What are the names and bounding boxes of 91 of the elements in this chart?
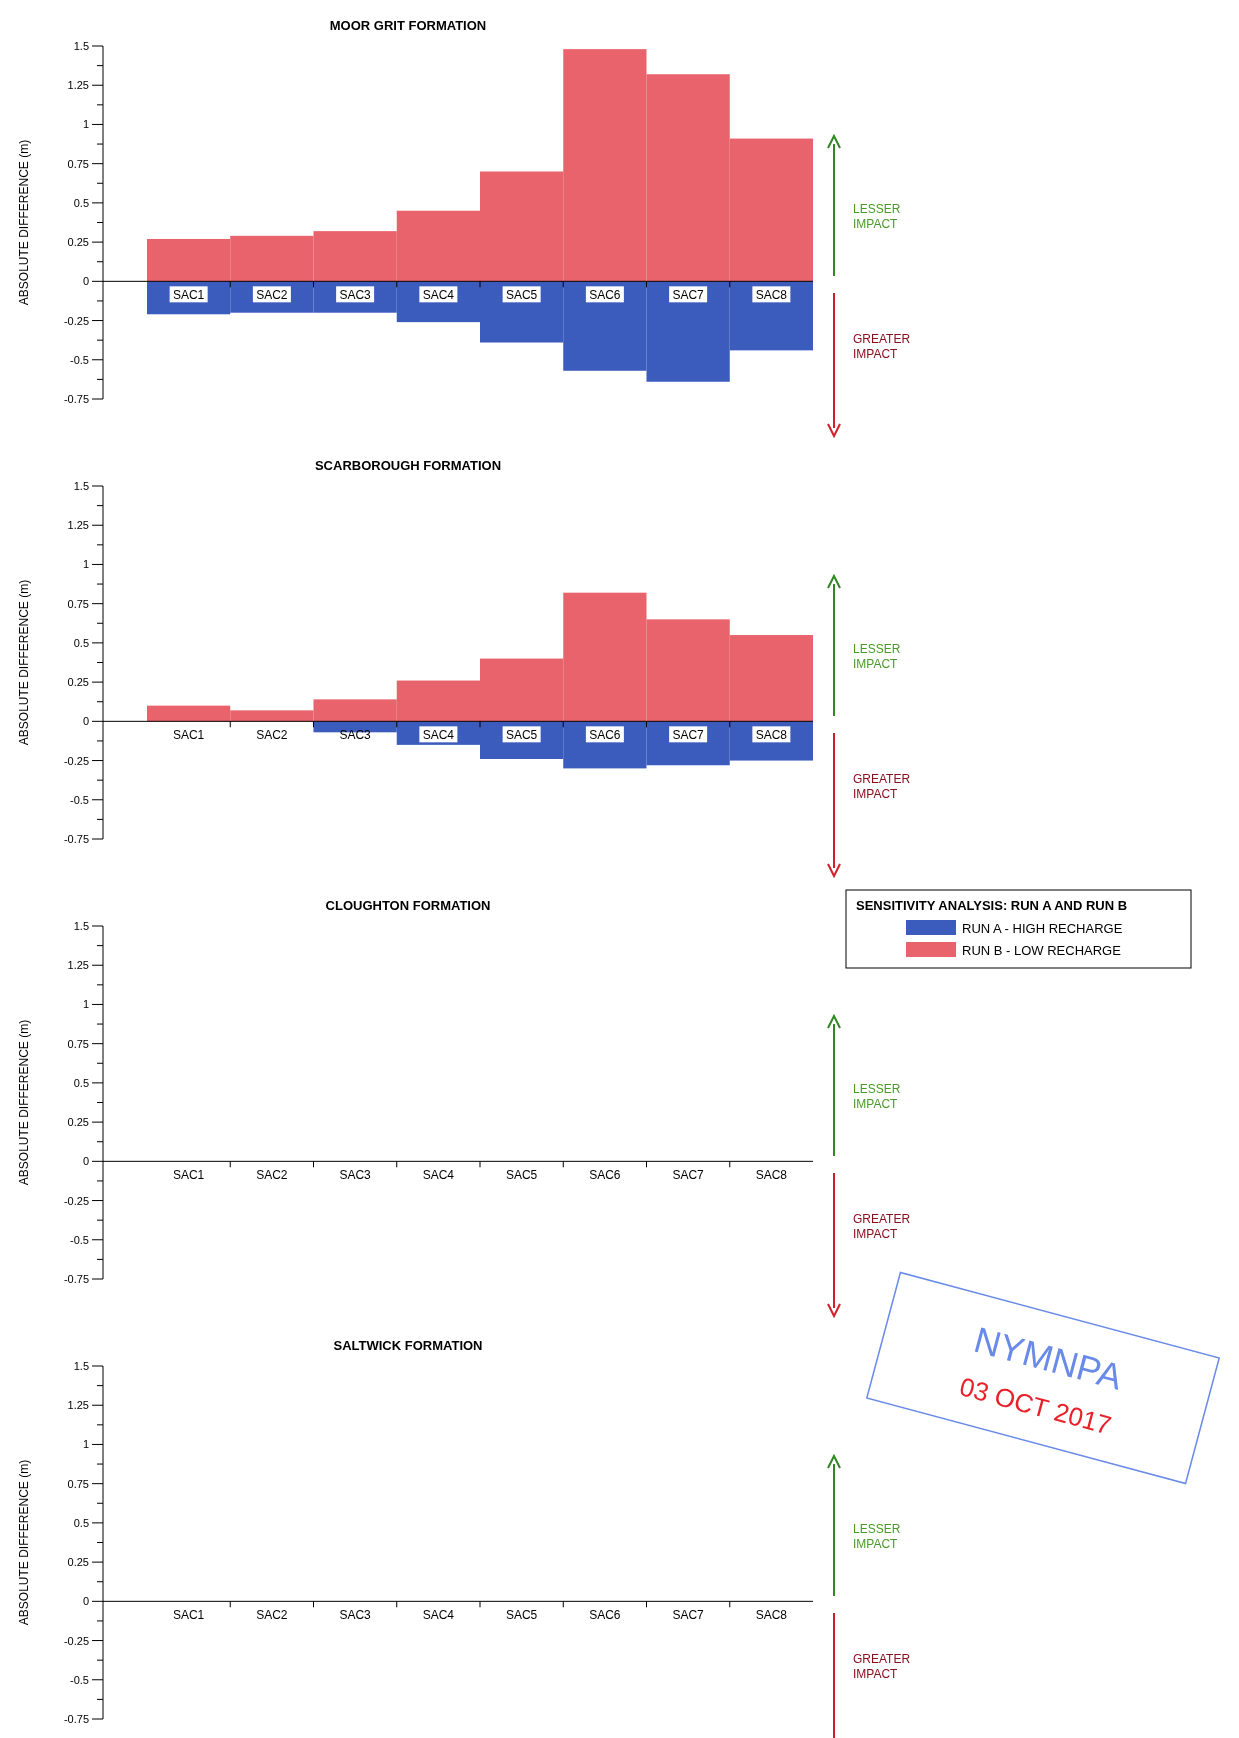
- text: LESSER IMPACT: [853, 1522, 901, 1551]
- y-tick-label: 1.5: [73, 920, 89, 932]
- x-tick-label: SAC8: [755, 1168, 788, 1183]
- x-tick-label: SAC5: [505, 288, 538, 303]
- y-tick-label: -0.25: [63, 314, 89, 327]
- x-tick-label: SAC3: [339, 1608, 372, 1623]
- y-tick-label: 1: [82, 558, 89, 571]
- y-tick-label: 0.25: [67, 1116, 89, 1129]
- y-tick-label: 0.5: [73, 1516, 89, 1529]
- y-tick-label: 1.25: [67, 959, 89, 972]
- y-tick-label: -0.75: [63, 1273, 89, 1285]
- y-axis-title: ABSOLUTE DIFFERENCE (m): [17, 1459, 31, 1626]
- y-tick-label: -0.25: [63, 754, 89, 767]
- x-tick-label: SAC5: [505, 1608, 538, 1623]
- x-tick-label: SAC1: [172, 1168, 205, 1183]
- y-tick-label: 1.25: [67, 519, 89, 532]
- x-tick-label: SAC1: [172, 1608, 205, 1623]
- y-tick-label: 1: [82, 118, 89, 131]
- x-tick-label: SAC4: [422, 288, 455, 303]
- x-tick-label: SAC8: [755, 288, 788, 303]
- x-tick-label: SAC1: [172, 288, 205, 303]
- x-tick-label: SAC3: [339, 1168, 372, 1183]
- x-tick-label: SAC1: [172, 728, 205, 743]
- y-tick-label: 1: [82, 998, 89, 1011]
- y-tick-label: 0.75: [67, 597, 89, 610]
- x-tick-label: SAC6: [589, 1168, 621, 1183]
- y-tick-label: 0.5: [73, 196, 89, 209]
- x-tick-label: SAC2: [256, 728, 288, 743]
- x-tick-label: SAC3: [339, 728, 372, 743]
- y-tick-label: -0.25: [63, 1634, 89, 1647]
- x-tick-label: SAC2: [256, 1168, 288, 1183]
- y-tick-label: -0.5: [70, 1233, 89, 1246]
- y-tick-label: 1.25: [67, 1399, 89, 1412]
- y-axis-title: ABSOLUTE DIFFERENCE (m): [17, 1019, 31, 1186]
- y-tick-label: 1: [82, 1438, 89, 1451]
- x-tick-label: SAC4: [422, 1608, 455, 1623]
- y-tick-label: 0: [82, 1155, 89, 1168]
- y-tick-label: -0.5: [70, 353, 89, 366]
- y-tick-label: -0.75: [63, 1713, 89, 1725]
- text: LESSER IMPACT: [853, 202, 901, 231]
- y-tick-label: 1.25: [67, 79, 89, 92]
- y-tick-label: 1.5: [73, 480, 89, 492]
- y-tick-label: 0.75: [67, 1037, 89, 1050]
- y-tick-label: -0.5: [70, 793, 89, 806]
- x-tick-label: SAC8: [755, 1608, 788, 1623]
- text: GREATER IMPACT: [853, 772, 911, 801]
- text: LESSER IMPACT: [853, 642, 901, 671]
- x-tick-label: SAC7: [672, 1608, 705, 1623]
- x-tick-label: SAC7: [672, 288, 705, 303]
- text: GREATER IMPACT: [853, 1652, 911, 1681]
- y-tick-label: 1.5: [73, 1360, 89, 1372]
- legend-label: RUN A - HIGH RECHARGE: [962, 921, 1123, 936]
- y-tick-label: 0.25: [67, 1556, 89, 1569]
- y-tick-label: 0.25: [67, 676, 89, 689]
- y-tick-label: 0: [82, 275, 89, 288]
- y-tick-label: -0.75: [63, 393, 89, 405]
- y-tick-label: 0.25: [67, 236, 89, 249]
- y-tick-label: 0.75: [67, 1477, 89, 1490]
- x-tick-label: SAC6: [589, 728, 621, 743]
- x-tick-label: SAC7: [672, 1168, 705, 1183]
- y-tick-label: 0: [82, 715, 89, 728]
- y-tick-label: -0.75: [63, 833, 89, 845]
- chart-title: MOOR GRIT FORMATION: [329, 18, 487, 33]
- x-tick-label: SAC7: [672, 728, 705, 743]
- text: GREATER IMPACT: [853, 332, 911, 361]
- chart-title: CLOUGHTON FORMATION: [325, 898, 491, 913]
- y-tick-label: -0.25: [63, 1194, 89, 1207]
- x-tick-label: SAC2: [256, 288, 288, 303]
- y-tick-label: 0.5: [73, 1076, 89, 1089]
- y-axis-title: ABSOLUTE DIFFERENCE (m): [17, 579, 31, 746]
- y-tick-label: 0.75: [67, 157, 89, 170]
- y-tick-label: -0.5: [70, 1673, 89, 1686]
- x-tick-label: SAC3: [339, 288, 372, 303]
- x-tick-label: SAC5: [505, 728, 538, 743]
- chart-title: SCARBOROUGH FORMATION: [314, 458, 502, 473]
- legend-label: RUN B - LOW RECHARGE: [962, 943, 1122, 958]
- y-axis-title: ABSOLUTE DIFFERENCE (m): [17, 139, 31, 306]
- x-tick-label: SAC6: [589, 288, 621, 303]
- x-tick-label: SAC4: [422, 728, 455, 743]
- x-tick-label: SAC6: [589, 1608, 621, 1623]
- x-tick-label: SAC2: [256, 1608, 288, 1623]
- x-tick-label: SAC8: [755, 728, 788, 743]
- x-tick-label: SAC5: [505, 1168, 538, 1183]
- y-tick-label: 0: [82, 1595, 89, 1608]
- y-tick-label: 1.5: [73, 40, 89, 52]
- text: GREATER IMPACT: [853, 1212, 911, 1241]
- chart-title: SALTWICK FORMATION: [333, 1338, 483, 1353]
- x-tick-label: SAC4: [422, 1168, 455, 1183]
- legend-title: SENSITIVITY ANALYSIS: RUN A AND RUN B: [856, 898, 1128, 913]
- text: LESSER IMPACT: [853, 1082, 901, 1111]
- y-tick-label: 0.5: [73, 636, 89, 649]
